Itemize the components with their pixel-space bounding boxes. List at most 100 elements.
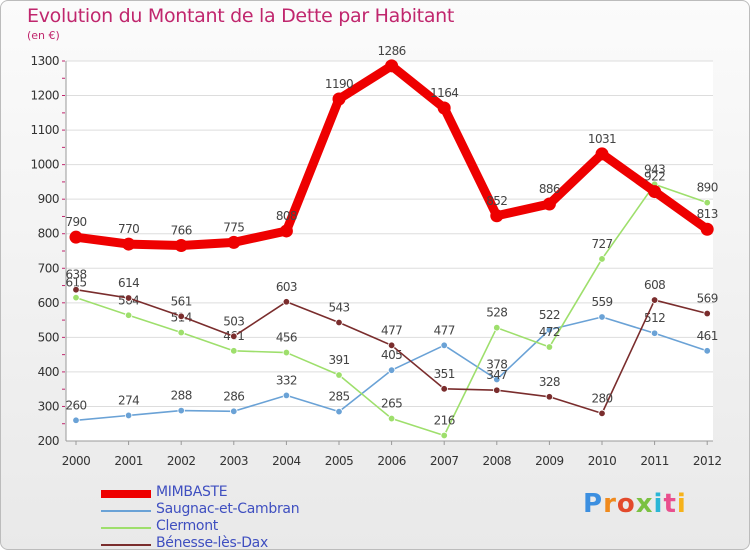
data-label: 280 bbox=[591, 391, 612, 405]
data-label: 216 bbox=[434, 413, 455, 427]
logo-letter: i bbox=[653, 489, 664, 519]
data-label: 477 bbox=[381, 323, 402, 337]
data-label: 770 bbox=[118, 222, 139, 236]
data-point bbox=[177, 406, 185, 415]
data-point bbox=[545, 326, 554, 334]
data-point bbox=[387, 341, 396, 350]
data-point bbox=[598, 313, 606, 321]
x-tick-label: 2012 bbox=[693, 454, 722, 468]
y-tick-label: 1000 bbox=[30, 158, 59, 172]
x-tick-label: 2000 bbox=[62, 454, 91, 468]
data-label: 351 bbox=[434, 367, 455, 381]
data-label: 727 bbox=[591, 237, 612, 251]
x-tick-label: 2003 bbox=[220, 454, 249, 468]
proxiti-logo: Proxiti bbox=[583, 489, 687, 519]
data-point bbox=[335, 371, 343, 379]
data-label: 378 bbox=[486, 358, 507, 372]
data-point bbox=[124, 411, 133, 420]
y-tick-label: 1100 bbox=[30, 123, 59, 137]
logo-letter: i bbox=[676, 489, 687, 519]
chart-title: Evolution du Montant de la Dette par Hab… bbox=[27, 5, 455, 27]
data-point bbox=[282, 391, 291, 400]
data-point bbox=[72, 285, 80, 294]
data-label: 265 bbox=[381, 397, 402, 411]
data-label: 790 bbox=[65, 215, 86, 229]
data-point bbox=[493, 323, 501, 332]
data-point bbox=[335, 407, 343, 416]
x-tick-label: 2007 bbox=[430, 454, 459, 468]
data-point bbox=[230, 347, 238, 355]
x-tick-label: 2001 bbox=[114, 454, 143, 468]
logo-letter: x bbox=[635, 489, 654, 519]
data-label: 943 bbox=[644, 162, 665, 176]
data-label: 559 bbox=[591, 295, 612, 309]
data-point bbox=[437, 101, 451, 115]
data-label: 347 bbox=[486, 368, 507, 382]
data-point bbox=[174, 238, 188, 252]
x-tick-label: 2005 bbox=[325, 454, 354, 468]
data-point bbox=[542, 197, 556, 211]
plot-area bbox=[66, 61, 713, 441]
data-label: 813 bbox=[697, 207, 718, 221]
data-point bbox=[703, 309, 711, 318]
data-point bbox=[177, 328, 185, 337]
data-label: 543 bbox=[328, 301, 349, 315]
data-point bbox=[230, 407, 238, 415]
data-label: 391 bbox=[328, 353, 349, 367]
data-point bbox=[387, 366, 396, 374]
y-tick-label: 300 bbox=[38, 399, 59, 413]
data-point bbox=[440, 385, 448, 393]
logo-letter: t bbox=[663, 489, 677, 519]
legend-swatch bbox=[101, 510, 151, 512]
legend-label: Saugnac-et-Cambran bbox=[156, 501, 300, 517]
y-tick-label: 1300 bbox=[30, 54, 59, 68]
data-point bbox=[387, 414, 396, 423]
data-label: 522 bbox=[539, 308, 560, 322]
legend-swatch bbox=[101, 490, 151, 498]
data-point bbox=[282, 298, 291, 306]
y-tick-label: 500 bbox=[38, 330, 59, 344]
data-label: 1164 bbox=[430, 86, 458, 100]
legend-swatch bbox=[101, 527, 151, 529]
data-point bbox=[385, 59, 399, 73]
data-point bbox=[72, 293, 80, 302]
y-tick-label: 600 bbox=[38, 296, 59, 310]
data-point bbox=[279, 224, 293, 238]
data-point bbox=[69, 230, 83, 244]
data-label: 852 bbox=[486, 194, 507, 208]
data-point bbox=[490, 209, 504, 223]
data-label: 638 bbox=[65, 268, 86, 282]
x-tick-label: 2009 bbox=[535, 454, 564, 468]
data-label: 260 bbox=[65, 398, 86, 412]
legend-label: MIMBASTE bbox=[156, 484, 228, 500]
data-point bbox=[703, 198, 711, 207]
data-label: 472 bbox=[539, 325, 560, 339]
legend-swatch bbox=[101, 544, 151, 546]
data-label: 1286 bbox=[378, 44, 406, 58]
data-label: 1031 bbox=[588, 132, 616, 146]
y-tick-label: 700 bbox=[38, 261, 59, 275]
y-tick-label: 800 bbox=[38, 227, 59, 241]
x-tick-label: 2011 bbox=[640, 454, 669, 468]
x-tick-label: 2004 bbox=[272, 454, 301, 468]
data-label: 274 bbox=[118, 393, 139, 407]
data-label: 922 bbox=[644, 170, 665, 184]
x-tick-label: 2006 bbox=[377, 454, 406, 468]
data-label: 615 bbox=[65, 276, 86, 290]
data-label: 461 bbox=[697, 329, 718, 343]
y-unit-label: (en €) bbox=[27, 29, 60, 42]
data-point bbox=[703, 347, 711, 355]
data-point bbox=[493, 386, 501, 394]
data-point bbox=[227, 235, 241, 249]
data-point bbox=[545, 393, 554, 401]
data-point bbox=[440, 341, 448, 350]
data-label: 286 bbox=[223, 389, 244, 403]
data-point bbox=[124, 311, 133, 319]
data-label: 603 bbox=[276, 280, 297, 294]
data-label: 1190 bbox=[325, 77, 353, 91]
data-point bbox=[335, 318, 343, 327]
data-point bbox=[282, 348, 291, 357]
data-point bbox=[332, 92, 346, 106]
